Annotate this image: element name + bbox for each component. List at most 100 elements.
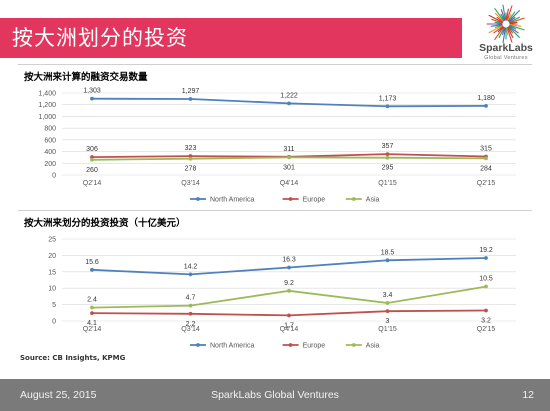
logo-ray	[509, 21, 518, 24]
logo-ray	[508, 10, 520, 22]
x-tick-label: Q1'15	[378, 326, 397, 333]
data-point-asia	[287, 288, 291, 293]
footer-bar: August 25, 2015 SparkLabs Global Venture…	[0, 379, 550, 411]
data-label-asia: 9.2	[284, 280, 294, 287]
logo-ray	[494, 24, 503, 28]
data-point-asia	[188, 156, 193, 161]
data-label-north-america: 15.6	[85, 259, 99, 266]
legend-marker-europe	[288, 197, 293, 201]
data-point-asia	[484, 156, 488, 161]
data-point-asia	[90, 305, 94, 310]
data-label-asia: 10.5	[479, 276, 493, 283]
legend-label-asia: Asia	[366, 343, 380, 350]
data-label-asia: 260	[86, 167, 98, 174]
logo-ray	[507, 11, 516, 22]
y-tick-label: 1,400	[38, 91, 56, 98]
chart-investment: 0 5 10 15 20 25 Q2'14 Q3'14 Q4'14 Q1'15 Q2'15 15.6 1…	[48, 237, 516, 350]
data-label-europe: 311	[283, 146, 294, 153]
data-point-asia	[385, 155, 390, 160]
data-point-europe	[188, 311, 193, 316]
data-point-europe	[385, 309, 390, 314]
logo-ray	[509, 17, 525, 24]
data-label-north-america: 1,222	[280, 92, 298, 99]
x-tick-label: Q4'14	[280, 180, 299, 187]
logo-ray	[497, 26, 504, 33]
data-point-asia	[385, 301, 390, 305]
page-number: 12	[522, 389, 534, 401]
logo-ray	[502, 27, 506, 36]
data-point-europe	[90, 155, 94, 159]
footer-company: SparkLabs Global Ventures	[211, 389, 339, 401]
logo-ray	[500, 9, 506, 21]
data-label-europe: 323	[185, 145, 197, 152]
logo-ray	[494, 21, 503, 24]
logo-ray	[491, 18, 503, 24]
x-tick-label: Q4'14	[280, 326, 299, 333]
chart-title-deal-count: 按大洲来计算的融资交易数量	[24, 72, 148, 83]
data-point-north-america	[90, 96, 94, 101]
data-label-north-america: 14.2	[184, 263, 198, 270]
data-label-asia: 278	[185, 166, 197, 173]
data-point-north-america	[484, 103, 488, 108]
data-label-europe: 3	[386, 318, 390, 325]
data-label-europe: 357	[382, 143, 394, 150]
logo-ray	[508, 25, 519, 34]
title-band	[0, 18, 462, 58]
logo-ray	[496, 16, 504, 23]
data-point-north-america	[287, 101, 291, 106]
logo-ray	[500, 13, 505, 21]
legend-marker-asia	[351, 197, 356, 201]
logo-ray	[509, 25, 517, 30]
x-tick-label: Q2'14	[83, 180, 102, 187]
logo-ray	[502, 27, 506, 44]
y-tick-label: 1,200	[38, 102, 56, 109]
x-tick-label: Q2'15	[477, 326, 496, 333]
logo-ray	[508, 26, 520, 38]
chart-title-investment: 按大洲来划分的投资投资（十亿美元）	[24, 218, 186, 229]
x-tick-label: Q2'14	[83, 326, 102, 333]
y-tick-label: 600	[44, 137, 56, 144]
data-label-asia: 301	[283, 164, 295, 171]
data-point-north-america	[188, 97, 193, 101]
data-label-asia: 2.4	[87, 297, 97, 304]
logo-ray	[502, 4, 506, 21]
logo-ray	[493, 25, 504, 34]
data-point-north-america	[188, 272, 193, 277]
logo-ray	[494, 8, 505, 22]
data-label-europe: 315	[480, 146, 492, 153]
logo-ray	[507, 26, 514, 34]
legend-marker-europe	[288, 343, 293, 347]
sparklabs-logo: SparkLabs Global Ventures	[466, 4, 546, 64]
data-label-europe: 306	[86, 146, 98, 153]
data-point-asia	[484, 284, 488, 289]
logo-ray	[509, 24, 525, 31]
footer-date: August 25, 2015	[20, 389, 97, 401]
legend-label-asia: Asia	[366, 197, 380, 204]
starburst-icon	[486, 4, 525, 44]
logo-ray	[488, 25, 503, 34]
y-tick-label: 1,000	[38, 114, 56, 121]
chart-deal-count: 0 200 400 600 800 1,000 1,200 1,400 Q2'14 Q3'14 Q4…	[38, 88, 516, 204]
data-label-north-america: 16.3	[282, 257, 296, 264]
logo-ray	[494, 26, 505, 40]
data-point-north-america	[90, 267, 94, 272]
logo-ray	[488, 14, 503, 23]
legend-marker-north-america	[196, 197, 200, 201]
data-point-europe	[287, 313, 291, 318]
data-point-asia	[188, 303, 193, 308]
y-tick-label: 800	[44, 126, 56, 133]
legend-label-north-america: North America	[210, 197, 254, 204]
legend-marker-asia	[351, 343, 356, 347]
logo-ray	[490, 24, 503, 27]
logo-wordmark: SparkLabs	[479, 42, 533, 54]
data-label-north-america: 1,297	[182, 88, 200, 95]
data-point-asia	[90, 157, 94, 162]
chart-panel-deal-count: 按大洲来计算的融资交易数量 0 200 400 600 800 1,000 1,200 1,4…	[18, 64, 532, 204]
legend-label-europe: Europe	[303, 197, 326, 204]
data-label-asia: 3.4	[383, 292, 393, 299]
logo-ray	[506, 27, 509, 36]
legend-marker-north-america	[196, 343, 200, 347]
x-tick-label: Q1'15	[378, 180, 397, 187]
chart-panel-investment: 按大洲来划分的投资投资（十亿美元） 0 5 10 15 20 25 Q2'14 Q3'14 Q4…	[18, 210, 532, 350]
data-point-north-america	[484, 256, 488, 260]
